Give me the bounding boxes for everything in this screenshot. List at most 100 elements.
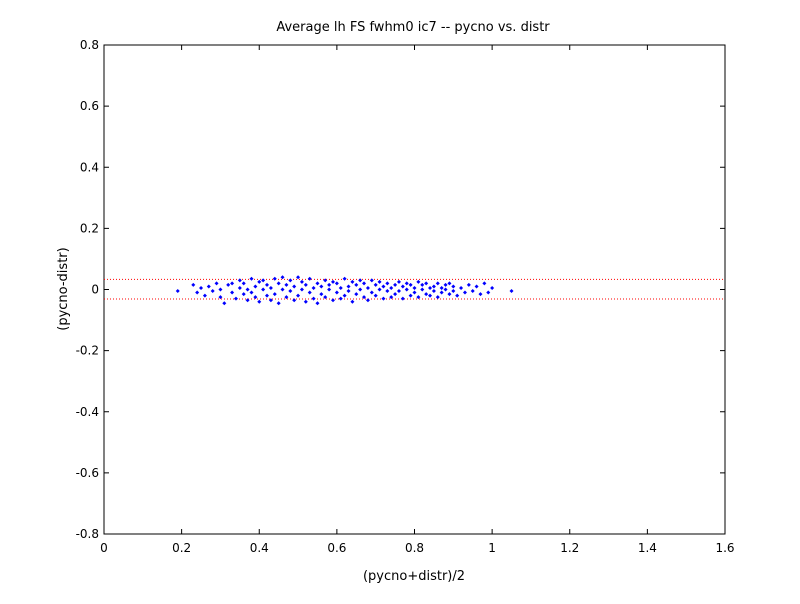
x-tick-label: 0.2 bbox=[172, 541, 191, 555]
x-tick-label: 0.4 bbox=[250, 541, 269, 555]
scatter-point bbox=[233, 296, 238, 301]
y-tick-label: -0.2 bbox=[76, 344, 99, 358]
scatter-point bbox=[416, 295, 421, 300]
scatter-point bbox=[358, 287, 363, 292]
scatter-point bbox=[199, 285, 204, 290]
scatter-point bbox=[245, 298, 250, 303]
scatter-point bbox=[389, 295, 394, 300]
scatter-point bbox=[490, 285, 495, 290]
scatter-point bbox=[424, 292, 429, 297]
scatter-point bbox=[257, 279, 262, 284]
scatter-point bbox=[288, 289, 293, 294]
scatter-point bbox=[296, 275, 301, 280]
scatter-point bbox=[365, 298, 370, 303]
scatter-point bbox=[245, 287, 250, 292]
x-axis-ticks: 0 0.2 0.4 0.6 0.8 1 1.2 1.4 1.6 bbox=[100, 45, 735, 555]
scatter-point bbox=[265, 293, 270, 298]
scatter-point bbox=[447, 292, 452, 297]
scatter-point bbox=[435, 281, 440, 286]
scatter-point bbox=[276, 281, 281, 286]
scatter-point bbox=[202, 293, 207, 298]
scatter-point bbox=[323, 295, 328, 300]
scatter-point bbox=[237, 285, 242, 290]
scatter-point bbox=[486, 290, 491, 295]
scatter-point bbox=[299, 279, 304, 284]
scatter-point bbox=[218, 295, 223, 300]
scatter-point bbox=[412, 285, 417, 290]
scatter-point bbox=[230, 290, 235, 295]
scatter-point bbox=[284, 295, 289, 300]
scatter-point bbox=[400, 296, 405, 301]
scatter-point bbox=[175, 289, 180, 294]
scatter-point bbox=[334, 290, 339, 295]
scatter-point bbox=[373, 282, 378, 287]
chart-title: Average lh FS fwhm0 ic7 -- pycno vs. dis… bbox=[276, 20, 550, 35]
y-tick-label: 0.4 bbox=[80, 160, 99, 174]
scatter-point bbox=[284, 282, 289, 287]
scatter-point bbox=[296, 293, 301, 298]
scatter-point bbox=[381, 284, 386, 289]
scatter-point bbox=[385, 281, 390, 286]
scatter-point bbox=[393, 282, 398, 287]
scatter-point bbox=[439, 285, 444, 290]
scatter-point bbox=[428, 293, 433, 298]
y-tick-label: 0.6 bbox=[80, 99, 99, 113]
scatter-point bbox=[268, 285, 273, 290]
scatter-point bbox=[195, 290, 200, 295]
scatter-point bbox=[350, 299, 355, 304]
scatter-point bbox=[404, 281, 409, 286]
scatter-point bbox=[470, 289, 475, 294]
scatter-point bbox=[268, 298, 273, 303]
y-tick-label: 0 bbox=[91, 283, 99, 297]
scatter-point bbox=[330, 279, 335, 284]
scatter-point bbox=[230, 281, 235, 286]
scatter-point bbox=[358, 278, 363, 283]
scatter-point bbox=[292, 284, 297, 289]
scatter-point bbox=[412, 290, 417, 295]
scatter-point bbox=[451, 284, 456, 289]
scatter-point bbox=[218, 287, 223, 292]
scatter-point bbox=[373, 293, 378, 298]
scatter-points bbox=[175, 275, 514, 306]
scatter-point bbox=[400, 284, 405, 289]
scatter-point bbox=[253, 295, 258, 300]
scatter-point bbox=[462, 290, 467, 295]
scatter-point bbox=[509, 289, 514, 294]
scatter-point bbox=[396, 279, 401, 284]
scatter-point bbox=[408, 293, 413, 298]
scatter-point bbox=[307, 290, 312, 295]
scatter-point bbox=[377, 287, 382, 292]
scatter-point bbox=[404, 287, 409, 292]
scatter-point bbox=[272, 292, 277, 297]
scatter-point bbox=[311, 296, 316, 301]
x-tick-label: 1.6 bbox=[715, 541, 734, 555]
scatter-point bbox=[261, 287, 266, 292]
scatter-point bbox=[396, 289, 401, 294]
scatter-point bbox=[315, 301, 320, 306]
scatter-point bbox=[249, 290, 254, 295]
scatter-point bbox=[362, 295, 367, 300]
scatter-point bbox=[369, 290, 374, 295]
y-tick-label: -0.8 bbox=[76, 527, 99, 541]
scatter-point bbox=[381, 296, 386, 301]
scatter-point bbox=[459, 285, 464, 290]
y-axis-label: (pycno-distr) bbox=[56, 247, 71, 330]
scatter-point bbox=[222, 301, 227, 306]
scatter-point bbox=[350, 279, 355, 284]
scatter-point bbox=[482, 281, 487, 286]
scatter-point bbox=[323, 278, 328, 283]
scatter-point bbox=[319, 284, 324, 289]
y-tick-label: 0.2 bbox=[80, 221, 99, 235]
scatter-point bbox=[280, 287, 285, 292]
scatter-point bbox=[474, 284, 479, 289]
scatter-point bbox=[420, 282, 425, 287]
scatter-point bbox=[393, 292, 398, 297]
scatter-point bbox=[315, 281, 320, 286]
scatter-point bbox=[428, 285, 433, 290]
scatter-point bbox=[253, 284, 258, 289]
scatter-point bbox=[261, 278, 266, 283]
scatter-point bbox=[416, 279, 421, 284]
scatter-point bbox=[226, 282, 231, 287]
